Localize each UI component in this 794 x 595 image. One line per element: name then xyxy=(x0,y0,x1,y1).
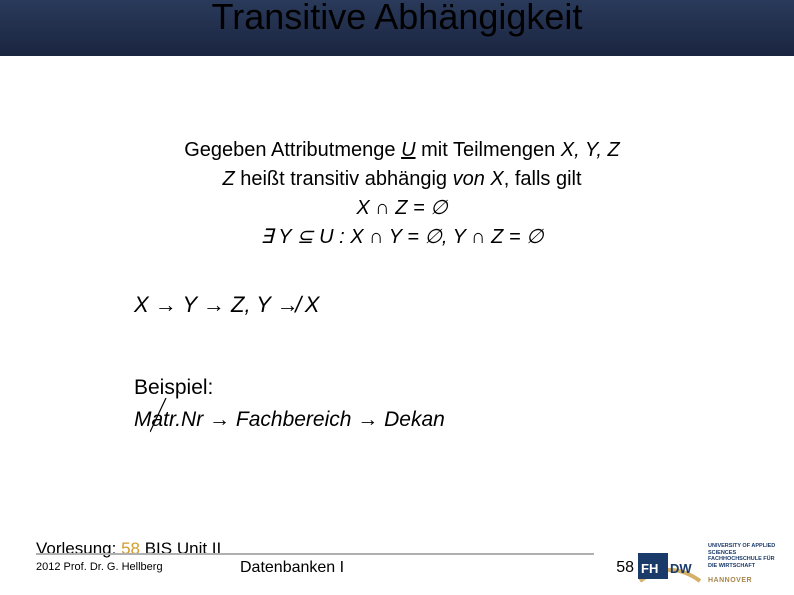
fhdw-logo-icon: FH DW xyxy=(634,541,706,591)
def-sets-xyz: X, Y, Z xyxy=(561,139,620,161)
footer-rule xyxy=(36,553,594,555)
example-line: Matr.Nr → Fachbereich → Dekan xyxy=(134,404,445,436)
derivation-line: X → Y → Z, Y ↛ X xyxy=(134,292,694,318)
definition-line-3: X ∩ Z = ∅ xyxy=(110,194,694,223)
definition-line-2: Z heißt transitiv abhängig von X, falls … xyxy=(110,165,694,194)
definition-line-1: Gegeben Attributmenge U mit Teilmengen X… xyxy=(110,136,694,165)
fhdw-logo: FH DW UNIVERSITY OF APPLIED SCIENCES FAC… xyxy=(634,541,784,591)
definition-block: Gegeben Attributmenge U mit Teilmengen X… xyxy=(110,136,694,252)
footer: Vorlesung: 58 BIS Unit II 2012 Prof. Dr.… xyxy=(0,539,794,595)
def-text: Gegeben Attributmenge xyxy=(184,139,401,161)
footer-page-number: 58 xyxy=(616,559,634,577)
def-set-u: U xyxy=(401,139,415,161)
example-block: Beispiel: Matr.Nr → Fachbereich → Dekan xyxy=(134,372,694,435)
svg-text:FH: FH xyxy=(641,561,658,576)
definition-line-4: ∃ Y ⊆ U : X ∩ Y = ∅, Y ∩ Z = ∅ xyxy=(110,223,694,252)
footer-lecture-unit: BIS Unit II xyxy=(140,539,221,558)
logo-text: UNIVERSITY OF APPLIED SCIENCES FACHHOCHS… xyxy=(708,543,784,569)
example-label: Beispiel: xyxy=(134,372,694,404)
svg-text:DW: DW xyxy=(670,561,692,576)
def-text: mit Teilmengen xyxy=(416,139,561,161)
footer-lecture-number: 58 xyxy=(121,539,140,558)
title-bar: Transitive Abhängigkeit xyxy=(0,0,794,56)
content-area: Gegeben Attributmenge U mit Teilmengen X… xyxy=(0,56,794,435)
logo-hannover: HANNOVER xyxy=(708,577,752,584)
footer-copyright: 2012 Prof. Dr. G. Hellberg xyxy=(36,561,163,573)
logo-text-mid: FACHHOCHSCHULE FÜR DIE WIRTSCHAFT xyxy=(708,556,775,569)
footer-lecture: Vorlesung: 58 BIS Unit II xyxy=(36,539,221,559)
footer-lecture-label: Vorlesung: xyxy=(36,539,121,558)
logo-text-top: UNIVERSITY OF APPLIED SCIENCES xyxy=(708,543,775,556)
example-text: Matr.Nr → Fachbereich → Dekan xyxy=(134,408,445,431)
footer-course-name: Datenbanken I xyxy=(240,559,344,577)
slide-title: Transitive Abhängigkeit xyxy=(0,0,794,38)
